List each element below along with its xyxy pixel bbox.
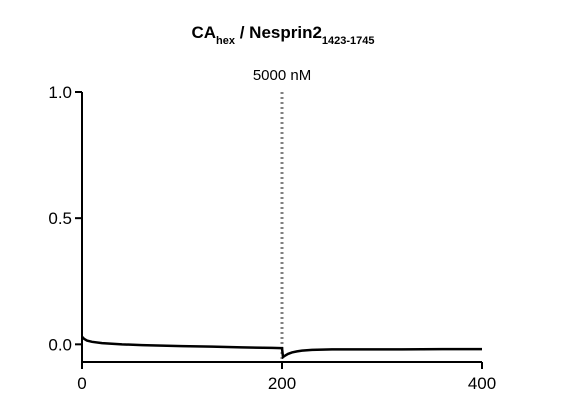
y-tick-label: 0.5 [48,209,72,228]
data-line [81,335,482,360]
title-part: 1423-1745 [322,35,375,47]
title-part: / Nesprin2 [235,23,322,42]
title-part: hex [216,35,236,47]
y-tick-label: 0.0 [48,335,72,354]
chart-title: CAhex / Nesprin21423-1745 [191,23,374,47]
x-tick-label: 400 [468,374,496,393]
title-part: CA [191,23,216,42]
annotation-label: 5000 nM [253,67,311,84]
x-tick-label: 200 [268,374,296,393]
y-tick-label: 1.0 [48,83,72,102]
x-tick-label: 0 [77,374,86,393]
